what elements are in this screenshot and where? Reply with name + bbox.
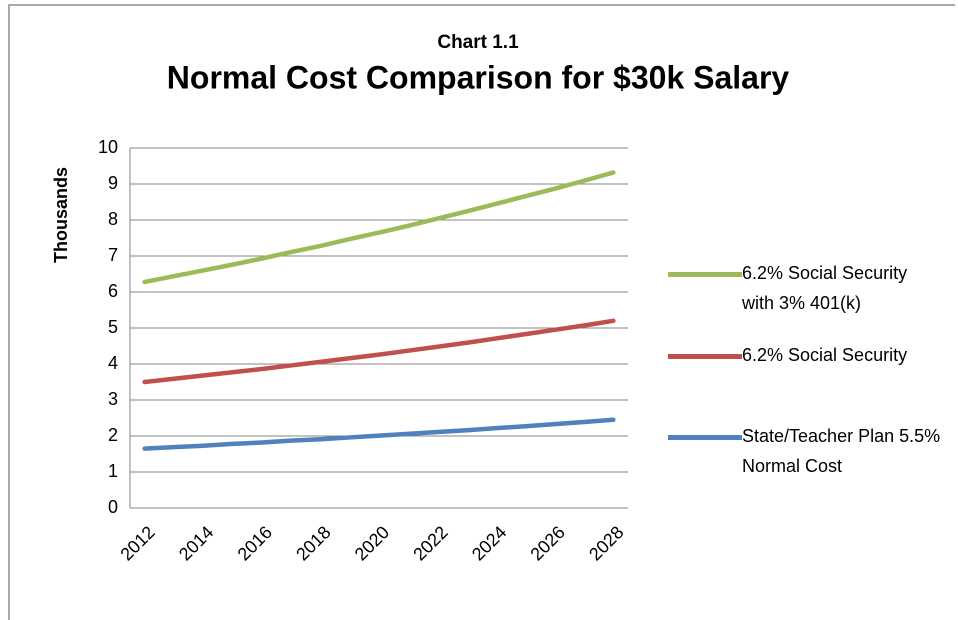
x-tick-label: 2018	[292, 522, 334, 564]
x-tick-label: 2028	[585, 522, 627, 564]
legend-swatch	[668, 354, 742, 359]
x-tick-label: 2014	[175, 522, 217, 564]
legend-swatch	[668, 435, 742, 440]
x-tick-label: 2020	[351, 522, 393, 564]
y-tick-label: 8	[108, 209, 118, 229]
y-axis-label: Thousands	[51, 167, 71, 263]
y-tick-label: 10	[98, 137, 118, 157]
x-tick-label: 2012	[116, 522, 158, 564]
chart-subtitle: Chart 1.1	[437, 32, 519, 53]
y-tick-label: 1	[108, 461, 118, 481]
legend-swatch	[668, 272, 742, 277]
y-tick-label: 6	[108, 281, 118, 301]
legend-item: State/Teacher Plan 5.5% Normal Cost	[668, 425, 958, 481]
y-tick-label: 4	[108, 353, 118, 373]
x-tick-label: 2016	[234, 522, 276, 564]
y-tick-label: 2	[108, 425, 118, 445]
y-tick-label: 9	[108, 173, 118, 193]
y-tick-label: 3	[108, 389, 118, 409]
x-tick-label: 2022	[409, 522, 451, 564]
series-line	[142, 170, 616, 285]
legend-item: 6.2% Social Security	[668, 344, 958, 370]
series-line	[142, 417, 616, 451]
legend-label: State/Teacher Plan 5.5% Normal Cost	[742, 426, 941, 476]
x-tick-label: 2024	[468, 522, 510, 564]
legend-label: 6.2% Social Security with 3% 401(k)	[742, 263, 908, 313]
x-tick-label: 2026	[526, 522, 568, 564]
y-tick-label: 0	[108, 497, 118, 517]
series-line	[142, 318, 616, 385]
chart-title: Normal Cost Comparison for $30k Salary	[167, 59, 790, 95]
frame	[8, 4, 955, 620]
y-tick-label: 7	[108, 245, 118, 265]
y-tick-label: 5	[108, 317, 118, 337]
legend-label: 6.2% Social Security	[742, 345, 908, 365]
legend-item: 6.2% Social Security with 3% 401(k)	[668, 262, 958, 318]
